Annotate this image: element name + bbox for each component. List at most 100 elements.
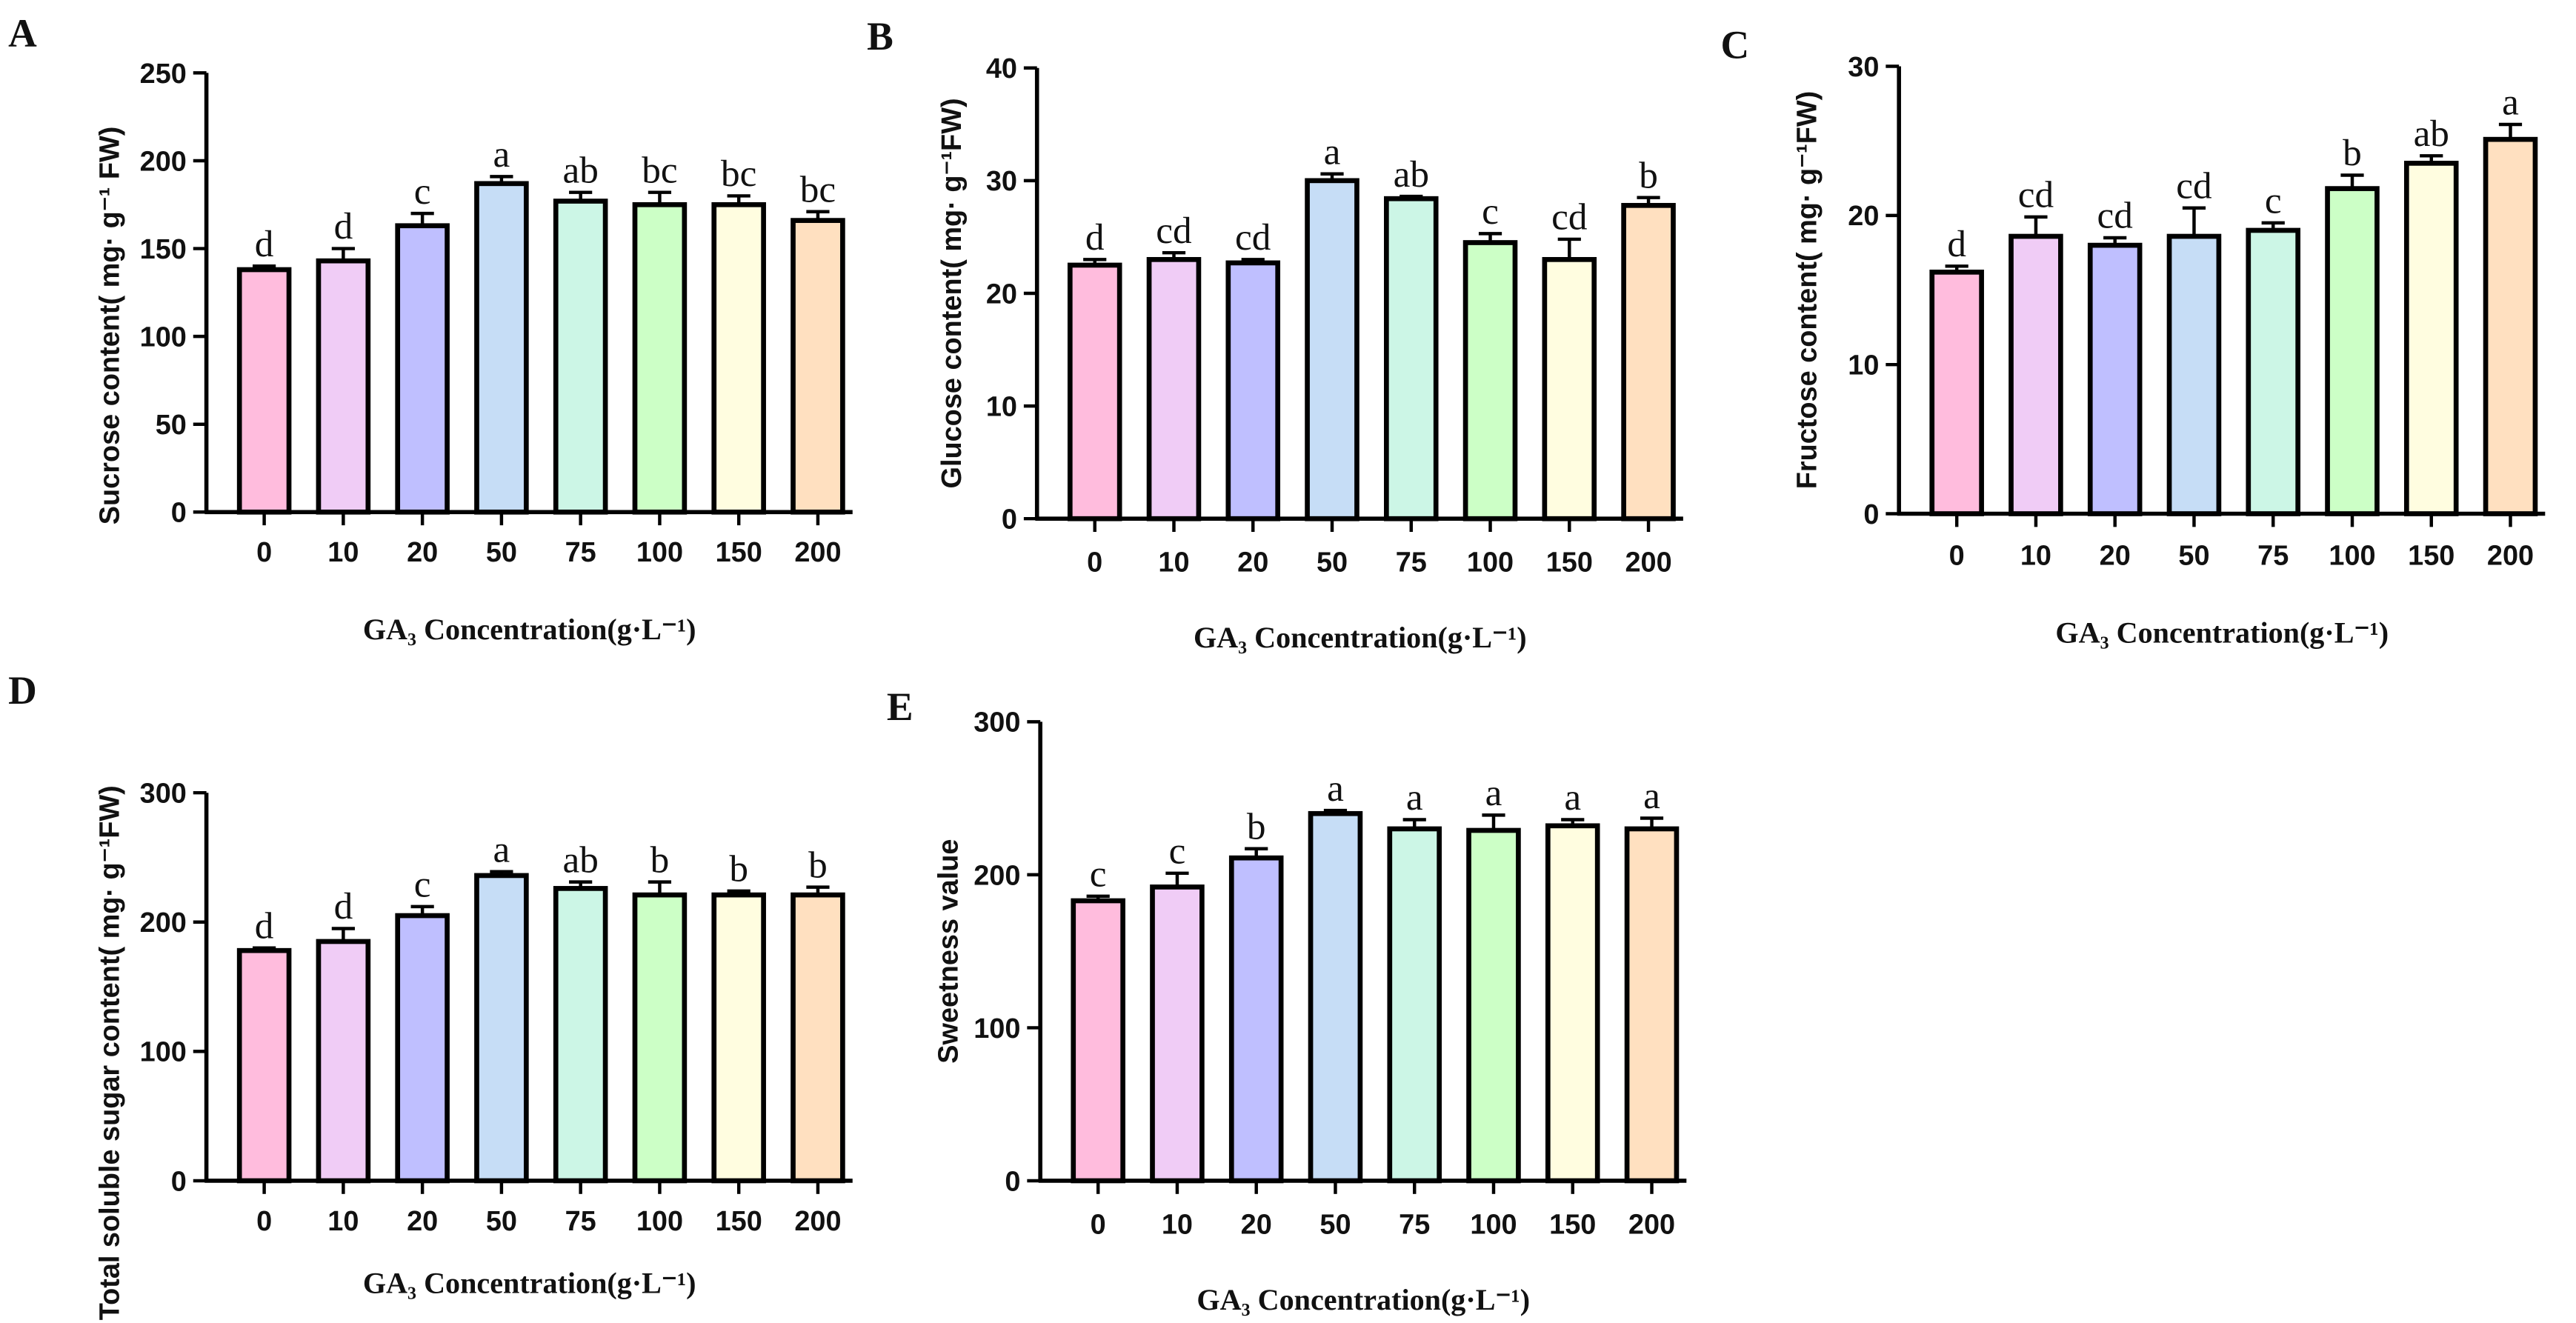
bar-100 bbox=[632, 201, 688, 515]
significance-letter: d bbox=[1947, 223, 1966, 265]
x-axis-label: GA₃ Concentration(g·L⁻¹) bbox=[363, 1267, 696, 1300]
bar-100 bbox=[1466, 827, 1521, 1184]
significance-letter: cd bbox=[1235, 216, 1271, 259]
panel-label: E bbox=[887, 684, 913, 729]
panel-label: B bbox=[867, 14, 893, 59]
bar-150 bbox=[1545, 823, 1600, 1184]
panel-label: C bbox=[1720, 22, 1749, 67]
x-tick-label: 100 bbox=[636, 1206, 683, 1237]
bar-100 bbox=[632, 892, 688, 1184]
significance-letter: ab bbox=[1394, 153, 1429, 196]
x-tick-label: 75 bbox=[565, 537, 596, 568]
y-tick-label: 100 bbox=[974, 1013, 1020, 1044]
x-tick-label: 150 bbox=[716, 537, 762, 568]
x-tick-label: 0 bbox=[1091, 1209, 1106, 1240]
significance-letter: cd bbox=[2097, 195, 2133, 237]
y-axis-label: Glucose content( mg· g⁻¹FW) bbox=[936, 98, 968, 488]
x-tick-label: 50 bbox=[1319, 1209, 1351, 1240]
bar-150 bbox=[711, 201, 766, 515]
y-tick-label: 100 bbox=[140, 1037, 187, 1068]
x-tick-label: 100 bbox=[636, 537, 683, 568]
bar-10 bbox=[2008, 233, 2063, 516]
y-axis-label: Fructose content( mg· g⁻¹FW) bbox=[1792, 91, 1823, 490]
y-tick-label: 20 bbox=[986, 279, 1017, 310]
bar-200 bbox=[791, 218, 845, 515]
significance-letter: b bbox=[1639, 154, 1658, 196]
x-tick-label: 0 bbox=[1949, 541, 1965, 572]
significance-letter: a bbox=[1643, 775, 1660, 817]
significance-letter: cd bbox=[1156, 210, 1191, 252]
x-tick-label: 10 bbox=[2020, 541, 2051, 572]
x-tick-label: 200 bbox=[2487, 541, 2534, 572]
x-tick-label: 50 bbox=[2178, 541, 2209, 572]
bar-0 bbox=[1067, 262, 1122, 521]
x-tick-label: 150 bbox=[1549, 1209, 1596, 1240]
x-tick-label: 75 bbox=[565, 1206, 596, 1237]
bar-10 bbox=[316, 939, 371, 1184]
y-tick-label: 0 bbox=[171, 1166, 187, 1197]
bar-0 bbox=[1071, 898, 1125, 1184]
bar-10 bbox=[316, 258, 371, 515]
x-tick-label: 50 bbox=[486, 537, 517, 568]
significance-letter: cd bbox=[2018, 173, 2054, 216]
x-tick-label: 75 bbox=[2257, 541, 2289, 572]
bar-75 bbox=[1387, 826, 1442, 1184]
bar-75 bbox=[553, 199, 608, 515]
significance-letter: b bbox=[729, 848, 748, 890]
significance-letter: a bbox=[1406, 776, 1423, 819]
significance-letter: bc bbox=[800, 168, 836, 210]
panel-b: B 0 10 20 30 40 Glucose content( mg· g⁻¹FW) GA₃… bbox=[867, 14, 1683, 654]
significance-letter: c bbox=[2265, 180, 2282, 222]
significance-letter: d bbox=[255, 904, 274, 947]
bar-10 bbox=[1150, 884, 1205, 1184]
bar-75 bbox=[1383, 196, 1439, 521]
x-tick-label: 20 bbox=[2100, 541, 2131, 572]
y-axis-label: Total soluble sugar content( mg· g⁻¹FW) bbox=[94, 785, 125, 1320]
x-tick-label: 10 bbox=[327, 537, 359, 568]
bar-100 bbox=[1462, 240, 1518, 521]
bar-150 bbox=[2403, 161, 2459, 516]
significance-letter: a bbox=[2502, 81, 2519, 124]
y-tick-label: 40 bbox=[986, 53, 1017, 84]
bar-75 bbox=[553, 886, 608, 1184]
y-tick-label: 30 bbox=[1848, 52, 1879, 83]
significance-letter: ab bbox=[2414, 113, 2449, 155]
y-tick-label: 0 bbox=[171, 498, 187, 529]
x-tick-label: 100 bbox=[2329, 541, 2375, 572]
y-tick-label: 200 bbox=[974, 860, 1020, 891]
x-tick-label: 200 bbox=[1625, 547, 1671, 579]
bar-20 bbox=[1228, 855, 1284, 1184]
y-tick-label: 0 bbox=[1863, 499, 1879, 530]
x-tick-label: 0 bbox=[256, 537, 272, 568]
bar-200 bbox=[791, 892, 845, 1184]
x-tick-label: 0 bbox=[1087, 547, 1102, 579]
significance-letter: d bbox=[334, 885, 353, 927]
y-tick-label: 30 bbox=[986, 166, 1017, 197]
significance-letter: c bbox=[1169, 830, 1186, 872]
y-tick-label: 0 bbox=[1002, 504, 1017, 536]
significance-letter: d bbox=[1085, 216, 1105, 259]
x-axis-label: GA₃ Concentration(g·L⁻¹) bbox=[2055, 616, 2389, 649]
x-tick-label: 0 bbox=[256, 1206, 272, 1237]
x-axis-label: GA₃ Concentration(g·L⁻¹) bbox=[1194, 621, 1527, 654]
significance-letter: b bbox=[2343, 132, 2362, 174]
y-tick-label: 200 bbox=[140, 146, 187, 177]
y-axis-label: Sucrose content( mg· g⁻¹ FW) bbox=[94, 127, 125, 525]
significance-letter: a bbox=[1564, 776, 1581, 819]
significance-letter: a bbox=[1327, 767, 1344, 810]
panel-c: C 0 10 20 30 Fructose content( mg· g⁻¹FW) GA₃ … bbox=[1720, 22, 2546, 649]
x-tick-label: 150 bbox=[1546, 547, 1593, 579]
y-tick-label: 100 bbox=[140, 322, 187, 353]
x-tick-label: 200 bbox=[794, 537, 841, 568]
x-tick-label: 20 bbox=[407, 537, 438, 568]
significance-letter: c bbox=[414, 170, 431, 213]
bar-50 bbox=[2166, 233, 2222, 516]
significance-letter: a bbox=[1324, 130, 1341, 173]
y-tick-label: 300 bbox=[974, 707, 1020, 739]
panel-label: D bbox=[8, 668, 37, 713]
y-tick-label: 10 bbox=[1848, 350, 1879, 381]
significance-letter: a bbox=[493, 133, 510, 176]
x-axis-label: GA₃ Concentration(g·L⁻¹) bbox=[1197, 1283, 1530, 1316]
